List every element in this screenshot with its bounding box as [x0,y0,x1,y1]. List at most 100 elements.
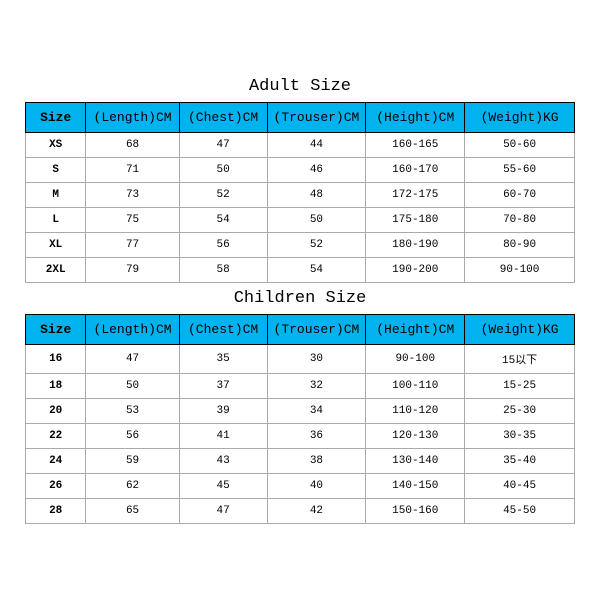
table-cell: 140-150 [366,473,465,498]
table-cell: 73 [86,182,179,207]
adult-header-row: Size (Length)CM (Chest)CM (Trouser)CM (H… [26,102,575,132]
table-cell: S [26,157,86,182]
col-size: Size [26,314,86,344]
children-size-table: Size (Length)CM (Chest)CM (Trouser)CM (H… [25,314,575,524]
table-cell: 15以下 [465,344,575,373]
table-cell: 16 [26,344,86,373]
table-cell: 54 [179,207,267,232]
table-row: 24594338130-14035-40 [26,448,575,473]
col-trouser: (Trouser)CM [267,102,366,132]
table-row: 2XL795854190-20090-100 [26,257,575,282]
table-cell: 30 [267,344,366,373]
table-cell: 75 [86,207,179,232]
table-row: L755450175-18070-80 [26,207,575,232]
table-cell: 60-70 [465,182,575,207]
table-cell: 35 [179,344,267,373]
table-cell: 22 [26,423,86,448]
table-cell: 59 [86,448,179,473]
table-cell: 62 [86,473,179,498]
table-cell: 40 [267,473,366,498]
table-cell: 65 [86,498,179,523]
table-cell: 38 [267,448,366,473]
table-row: M735248172-17560-70 [26,182,575,207]
table-cell: 30-35 [465,423,575,448]
table-cell: 35-40 [465,448,575,473]
col-weight: (Weight)KG [465,314,575,344]
table-cell: 50-60 [465,132,575,157]
table-cell: 58 [179,257,267,282]
table-cell: 34 [267,398,366,423]
table-cell: 172-175 [366,182,465,207]
table-cell: 130-140 [366,448,465,473]
table-cell: 44 [267,132,366,157]
table-row: XS684744160-16550-60 [26,132,575,157]
table-cell: 180-190 [366,232,465,257]
table-cell: 68 [86,132,179,157]
children-header-row: Size (Length)CM (Chest)CM (Trouser)CM (H… [26,314,575,344]
table-cell: 32 [267,373,366,398]
table-cell: 47 [179,132,267,157]
table-cell: 43 [179,448,267,473]
table-cell: 53 [86,398,179,423]
table-row: 22564136120-13030-35 [26,423,575,448]
table-cell: 37 [179,373,267,398]
table-row: XL775652180-19080-90 [26,232,575,257]
table-row: 1647353090-10015以下 [26,344,575,373]
table-cell: 90-100 [366,344,465,373]
table-cell: 54 [267,257,366,282]
table-row: 18503732100-11015-25 [26,373,575,398]
table-cell: 79 [86,257,179,282]
table-cell: 45-50 [465,498,575,523]
adult-tbody: XS684744160-16550-60S715046160-17055-60M… [26,132,575,282]
table-cell: 50 [267,207,366,232]
children-tbody: 1647353090-10015以下18503732100-11015-2520… [26,344,575,523]
col-chest: (Chest)CM [179,314,267,344]
table-cell: 52 [179,182,267,207]
table-cell: 42 [267,498,366,523]
col-height: (Height)CM [366,102,465,132]
table-cell: 28 [26,498,86,523]
table-cell: 20 [26,398,86,423]
adult-size-table: Size (Length)CM (Chest)CM (Trouser)CM (H… [25,102,575,283]
table-cell: 50 [86,373,179,398]
table-cell: 175-180 [366,207,465,232]
table-cell: 18 [26,373,86,398]
adult-size-title: Adult Size [25,77,575,96]
table-cell: 70-80 [465,207,575,232]
table-cell: 55-60 [465,157,575,182]
table-cell: XS [26,132,86,157]
col-length: (Length)CM [86,102,179,132]
table-cell: 15-25 [465,373,575,398]
col-weight: (Weight)KG [465,102,575,132]
table-cell: 52 [267,232,366,257]
col-chest: (Chest)CM [179,102,267,132]
table-cell: 39 [179,398,267,423]
col-height: (Height)CM [366,314,465,344]
table-cell: 36 [267,423,366,448]
table-row: 26624540140-15040-45 [26,473,575,498]
table-cell: XL [26,232,86,257]
table-cell: 25-30 [465,398,575,423]
children-size-title: Children Size [25,289,575,308]
table-cell: 40-45 [465,473,575,498]
table-cell: 56 [86,423,179,448]
table-cell: 80-90 [465,232,575,257]
table-cell: 90-100 [465,257,575,282]
table-cell: 160-170 [366,157,465,182]
table-cell: 24 [26,448,86,473]
table-cell: 77 [86,232,179,257]
col-trouser: (Trouser)CM [267,314,366,344]
table-cell: 120-130 [366,423,465,448]
table-cell: 46 [267,157,366,182]
table-cell: 48 [267,182,366,207]
table-cell: 190-200 [366,257,465,282]
col-size: Size [26,102,86,132]
table-row: S715046160-17055-60 [26,157,575,182]
table-cell: 150-160 [366,498,465,523]
table-row: 28654742150-16045-50 [26,498,575,523]
table-cell: 47 [86,344,179,373]
table-cell: 160-165 [366,132,465,157]
table-cell: M [26,182,86,207]
table-row: 20533934110-12025-30 [26,398,575,423]
table-cell: L [26,207,86,232]
